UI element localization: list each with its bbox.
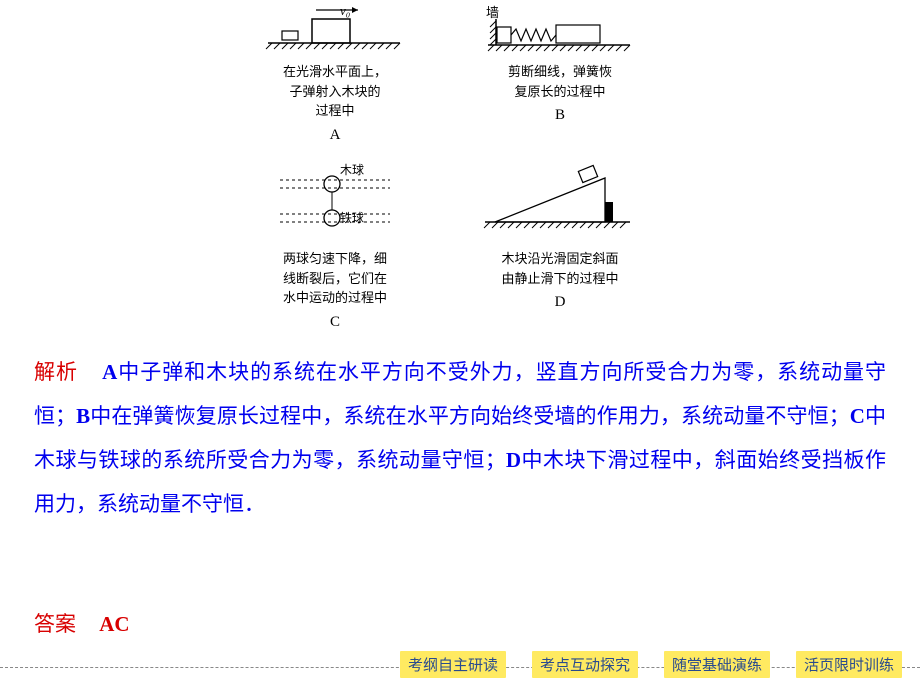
- diagram-a: v₀ 在光滑水平面上， 子弹射入木块的 过程中 A: [235, 5, 435, 144]
- diagram-a-svg: v₀: [260, 5, 410, 53]
- iron-ball-label: 铁球: [340, 211, 364, 225]
- diagram-b-svg: 墙: [480, 5, 640, 53]
- nav-buttons: 考纲自主研读 考点互动探究 随堂基础演练 活页限时训练: [400, 651, 902, 678]
- letter-b: B: [76, 404, 90, 428]
- nav-btn-3[interactable]: 随堂基础演练: [664, 651, 770, 678]
- explanation-label: 解析: [34, 360, 78, 384]
- letter-a: A: [102, 360, 117, 384]
- explanation-block: 解析 A中子弹和木块的系统在水平方向不受外力，竖直方向所受合力为零，系统动量守恒…: [34, 350, 886, 526]
- diagram-d-caption: 木块沿光滑固定斜面 由静止滑下的过程中: [460, 249, 660, 288]
- diagrams-grid: v₀ 在光滑水平面上， 子弹射入木块的 过程中 A 墙: [235, 5, 685, 345]
- answer-label: 答案: [34, 612, 76, 636]
- velocity-label: v₀: [340, 5, 350, 18]
- exp-part-2: 中在弹簧恢复原长过程中，系统在水平方向始终受墙的作用力，系统动量不守恒；: [90, 404, 850, 428]
- diagram-d-svg: [480, 160, 640, 240]
- diagram-c: 木球 铁球 两球匀速下降，细 线断裂后，它们在 水中运动的过程中 C: [235, 160, 435, 331]
- diagram-d-label: D: [460, 294, 660, 311]
- nav-bar: 考纲自主研读 考点互动探究 随堂基础演练 活页限时训练: [0, 654, 920, 682]
- nav-btn-2[interactable]: 考点互动探究: [532, 651, 638, 678]
- letter-d: D: [506, 448, 521, 472]
- diagram-d: 木块沿光滑固定斜面 由静止滑下的过程中 D: [460, 160, 660, 311]
- nav-btn-1[interactable]: 考纲自主研读: [400, 651, 506, 678]
- answer-block: 答案 AC: [34, 608, 130, 638]
- wall-label: 墙: [486, 5, 499, 20]
- diagram-c-caption: 两球匀速下降，细 线断裂后，它们在 水中运动的过程中: [235, 249, 435, 308]
- letter-c: C: [850, 404, 865, 428]
- answer-value: AC: [99, 612, 129, 636]
- diagram-c-label: C: [235, 314, 435, 331]
- nav-btn-4[interactable]: 活页限时训练: [796, 651, 902, 678]
- diagram-b-label: B: [460, 107, 660, 124]
- wood-ball-label: 木球: [340, 163, 364, 177]
- diagram-a-caption: 在光滑水平面上， 子弹射入木块的 过程中: [235, 62, 435, 121]
- diagram-c-svg: 木球 铁球: [270, 160, 400, 240]
- diagram-a-label: A: [235, 127, 435, 144]
- diagram-b: 墙 剪断细线，弹簧恢 复原长的过程中 B: [460, 5, 660, 124]
- diagram-b-caption: 剪断细线，弹簧恢 复原长的过程中: [460, 62, 660, 101]
